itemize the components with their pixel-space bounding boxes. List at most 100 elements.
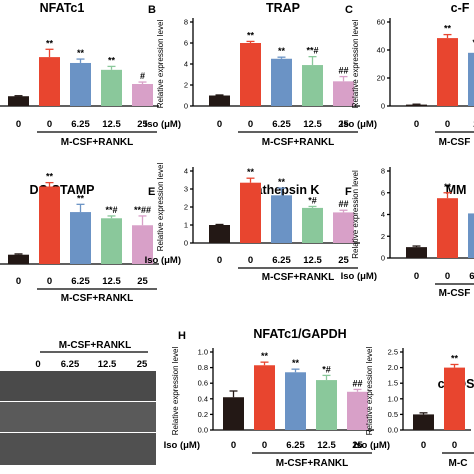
- significance-mark: **: [77, 48, 85, 58]
- bar: [240, 182, 261, 243]
- y-tick-label: 8: [184, 18, 188, 27]
- y-tick-label: 1.5: [388, 379, 398, 388]
- x-tick-label: 0: [231, 440, 236, 451]
- x-tick-label: 0: [47, 119, 52, 130]
- bar: [437, 198, 458, 258]
- y-tick-label: 0: [184, 102, 188, 111]
- x-tick-label: 12.5: [102, 119, 121, 130]
- x-tick-label: 0: [248, 119, 253, 130]
- x-tick-label: 0: [16, 119, 21, 130]
- group-label: M-CSF+RANKL: [262, 137, 335, 148]
- bar: [101, 69, 122, 106]
- group-label: M-CSF: [439, 137, 471, 148]
- x-tick-label: 0: [445, 119, 450, 130]
- bar: [209, 225, 230, 243]
- y-axis-label: Relative expression level: [156, 163, 165, 252]
- significance-mark: **#: [105, 205, 117, 215]
- significance-mark: *#: [308, 195, 317, 205]
- y-axis-label: Relative expression level: [156, 20, 165, 109]
- x-tick-label: 25: [137, 276, 148, 287]
- x-tick-label: 0: [16, 276, 21, 287]
- bar: [444, 367, 465, 430]
- y-tick-label: 2.5: [388, 348, 398, 357]
- x-tick-label: 25: [338, 119, 349, 130]
- chart-title: TRAP: [266, 1, 300, 15]
- blot-lane-label: 0: [35, 359, 40, 370]
- chart-title: MM: [446, 183, 467, 197]
- iso-label: Iso (μM): [164, 440, 200, 451]
- chart-panel-D: DC-STAMP0**0**6.25**#12.5**##25M-CSF+RAN…: [0, 172, 159, 304]
- y-axis-label: Relative expression level: [171, 347, 180, 436]
- bar: [333, 81, 354, 106]
- group-label: M-CSF+RANKL: [61, 293, 134, 304]
- bar: [347, 391, 368, 430]
- x-tick-label: 6.25: [71, 119, 90, 130]
- bar: [302, 207, 323, 243]
- significance-mark: **: [444, 24, 452, 34]
- y-axis-label: Relative expression level: [351, 20, 360, 109]
- panel-letter: H: [178, 330, 186, 342]
- chart-panel-H: NFATc1/GAPDH H 0.0 0.2 0.4 0.6 0.8 1.0 Relative …: [164, 327, 374, 469]
- group-label: M-C: [449, 458, 468, 469]
- bar: [468, 52, 474, 106]
- blot-lane-label: 25: [137, 359, 148, 370]
- y-tick-label: 3: [184, 185, 188, 194]
- x-tick-label: 6.25: [272, 255, 291, 266]
- x-tick-label: 0: [248, 255, 253, 266]
- group-label: M-CSF+RANKL: [262, 272, 335, 283]
- x-tick-label: 25: [338, 255, 349, 266]
- x-tick-label: 0: [414, 271, 419, 282]
- significance-mark: ##: [338, 199, 348, 209]
- significance-mark: **#: [472, 38, 474, 48]
- bar: [413, 414, 434, 430]
- y-tick-label: 0.8: [198, 363, 208, 372]
- bar: [101, 218, 122, 264]
- significance-mark: **##: [134, 205, 151, 215]
- y-tick-label: 0.4: [198, 394, 208, 403]
- panel-letter: C: [345, 4, 353, 16]
- x-tick-label: 0: [217, 119, 222, 130]
- bar: [333, 212, 354, 243]
- bar: [39, 186, 60, 264]
- significance-mark: **: [444, 182, 452, 192]
- chart-panel-C: c-F C 0 20 40 60 Relative expression level 0 ** 0…: [341, 1, 474, 148]
- x-tick-label: 6.25: [469, 271, 474, 282]
- y-tick-label: 0.5: [388, 410, 398, 419]
- iso-label: Iso (μM): [341, 119, 377, 130]
- group-label: M-CSF: [439, 288, 471, 299]
- significance-mark: **: [247, 167, 255, 177]
- x-tick-label: 25: [352, 440, 363, 451]
- group-label: M-CSF+RANKL: [61, 137, 134, 148]
- bar: [406, 247, 427, 258]
- chart-panel-A: NFATc1 0 ** 0 ** 6.25 ** 12.5 #25M-CSF+RANKL: [0, 1, 159, 148]
- bar: [8, 254, 29, 264]
- x-tick-label: 0: [421, 440, 426, 451]
- x-tick-label: 12.5: [317, 440, 336, 451]
- chart-panel-E: Cathepsin K E 0 1 2 3 4 Relative expression lev…: [145, 163, 360, 283]
- chart-title: c-F: [451, 1, 470, 15]
- y-tick-label: 0.0: [198, 426, 208, 435]
- panel-letter: E: [148, 186, 155, 198]
- bar: [254, 365, 275, 430]
- y-tick-label: 1.0: [198, 348, 208, 357]
- y-tick-label: 6: [381, 188, 385, 197]
- significance-mark: **: [451, 353, 459, 363]
- y-tick-label: 60: [377, 18, 385, 27]
- significance-mark: #: [140, 71, 145, 81]
- y-tick-label: 0: [381, 254, 385, 263]
- x-tick-label: 0: [452, 440, 457, 451]
- y-tick-label: 0.2: [198, 410, 208, 419]
- significance-mark: *#: [322, 364, 331, 374]
- significance-mark: **: [292, 358, 300, 368]
- iso-label: Iso (μM): [145, 255, 181, 266]
- blot-lane-label: 12.5: [98, 359, 117, 370]
- bar: [132, 84, 153, 106]
- y-tick-label: 4: [184, 60, 188, 69]
- chart-title: NFATc1/GAPDH: [253, 327, 346, 341]
- iso-label: Iso (μM): [145, 119, 181, 130]
- y-tick-label: 4: [381, 210, 385, 219]
- x-tick-label: 12.5: [303, 119, 322, 130]
